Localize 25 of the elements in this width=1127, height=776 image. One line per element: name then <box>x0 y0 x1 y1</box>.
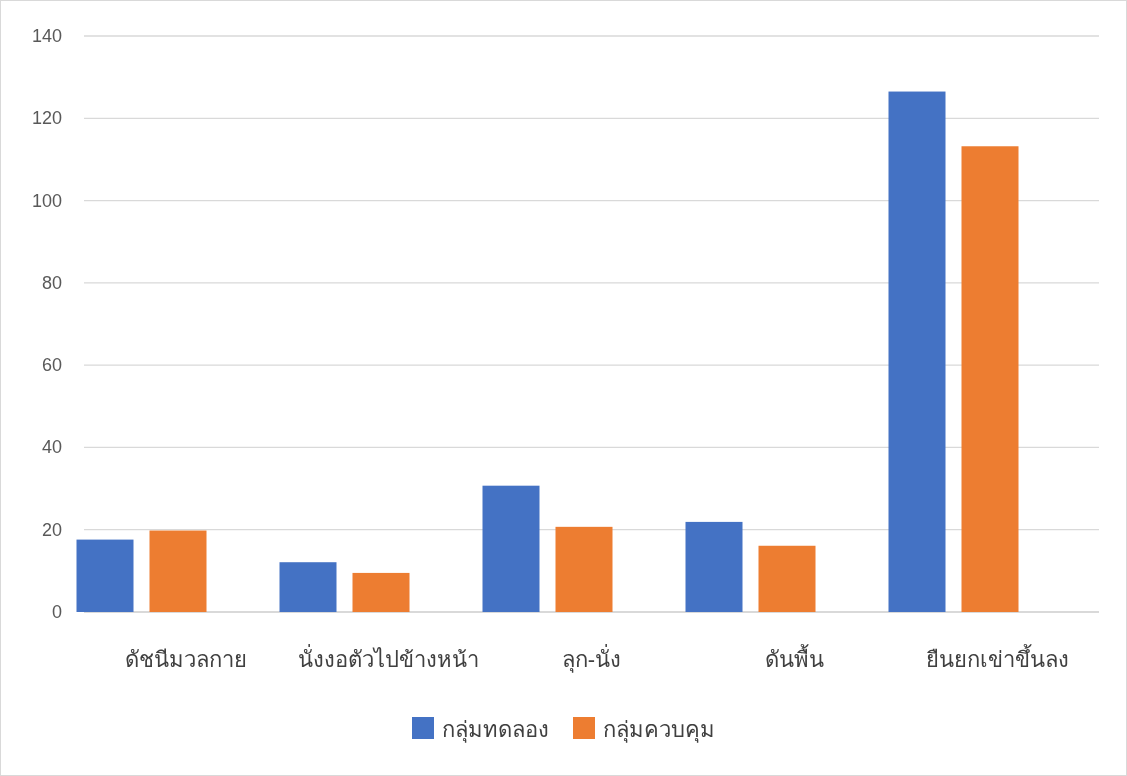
y-tick-label: 80 <box>41 272 62 293</box>
x-tick-label: ลุก-นั่ง <box>561 644 622 673</box>
x-tick-label: ดันพื้น <box>765 644 824 672</box>
y-tick-label: 60 <box>41 355 62 376</box>
bar <box>279 562 337 612</box>
bar <box>555 526 613 612</box>
y-tick-label: 140 <box>31 26 62 46</box>
bar <box>149 530 207 612</box>
x-tick-label: ดัชนีมวลกาย <box>124 647 247 672</box>
bar <box>961 146 1019 612</box>
bar <box>482 485 540 612</box>
y-tick-label: 100 <box>31 190 62 211</box>
bar <box>888 91 946 612</box>
y-tick-label: 40 <box>41 437 62 458</box>
bar <box>352 572 410 612</box>
y-tick-label: 20 <box>41 519 62 540</box>
bar <box>685 521 743 612</box>
x-tick-label: นั่งงอตัวไปข้างหน้า <box>298 644 479 672</box>
legend-label: กลุ่มทดลอง <box>442 717 549 743</box>
x-tick-label: ยืนยกเข่าขึ้นลง <box>926 644 1069 672</box>
y-tick-label: 120 <box>31 108 62 129</box>
bar <box>76 539 134 612</box>
y-tick-label: 0 <box>51 602 62 622</box>
bar <box>758 545 816 612</box>
legend-label: กลุ่มควบคุม <box>603 717 715 743</box>
